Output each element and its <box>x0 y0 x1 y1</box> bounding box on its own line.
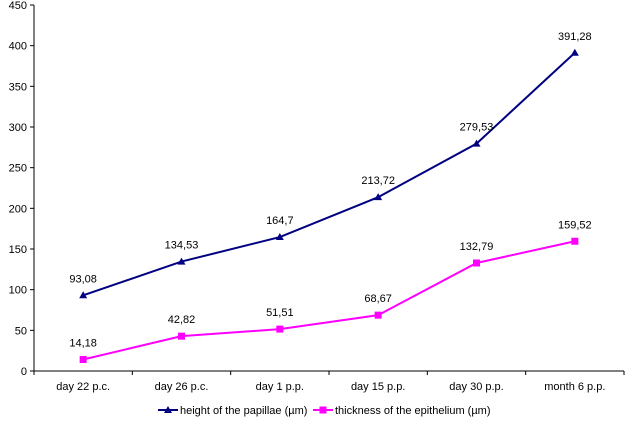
series-line <box>82 240 576 361</box>
data-label: 213,72 <box>361 175 395 187</box>
legend-label: height of the papillae (µm) <box>180 405 307 417</box>
data-point-triangle <box>570 48 579 56</box>
data-point-triangle <box>374 193 383 201</box>
data-point-square <box>79 355 87 363</box>
data-point-triangle <box>472 139 481 147</box>
legend-marker-square <box>319 406 327 414</box>
data-point-triangle <box>79 291 88 299</box>
x-ticks: day 22 p.c. day 26 p.c. day 1 p.p. day 15 p… <box>33 371 625 393</box>
y-tick-label: 100 <box>9 285 27 297</box>
data-label: 134,53 <box>165 240 199 252</box>
data-label: 68,67 <box>364 293 392 305</box>
y-ticks: 0 50 100 150 200 250 300 350 400 450 <box>9 0 34 378</box>
data-label: 42,82 <box>168 314 196 326</box>
y-tick-label: 250 <box>9 163 27 175</box>
data-label: 14,18 <box>69 337 97 349</box>
data-point-square <box>473 259 480 267</box>
data-point-square <box>374 311 382 319</box>
x-tick-label: day 26 p.c. <box>155 381 209 393</box>
y-tick-label: 400 <box>9 41 27 53</box>
data-label: 132,79 <box>460 241 494 253</box>
data-label: 164,7 <box>266 215 294 227</box>
x-tick-label: month 6 p.p. <box>544 381 605 393</box>
legend-label: thickness of the epithelium (µm) <box>335 405 491 417</box>
data-label: 51,51 <box>266 307 294 319</box>
x-tick-label: day 22 p.c. <box>56 381 110 393</box>
data-label: 159,52 <box>558 219 592 231</box>
x-tick-label: day 15 p.p. <box>351 381 405 393</box>
x-tick-label: day 1 p.p. <box>256 381 304 393</box>
series-layer: 93,08 134,53 164,7 213,72 279,53 391,28 14,18 4… <box>69 31 592 363</box>
data-point-square <box>178 332 185 340</box>
data-point-triangle <box>275 233 284 241</box>
data-point-triangle <box>177 257 186 265</box>
data-point-square <box>571 237 579 245</box>
data-label: 93,08 <box>69 273 97 285</box>
series-line <box>82 52 576 297</box>
y-tick-label: 50 <box>15 325 27 337</box>
data-label: 391,28 <box>558 31 592 43</box>
x-tick-label: day 30 p.p. <box>449 381 503 393</box>
y-tick-label: 350 <box>9 81 27 93</box>
y-tick-label: 200 <box>9 203 27 215</box>
data-point-square <box>276 325 284 333</box>
legend-marker-triangle <box>164 406 172 413</box>
data-label: 279,53 <box>460 122 494 134</box>
y-tick-label: 0 <box>21 366 27 378</box>
legend: height of the papillae (µm) thickness of … <box>158 405 491 417</box>
y-tick-label: 150 <box>9 244 27 256</box>
y-tick-label: 300 <box>9 122 27 134</box>
y-tick-label: 450 <box>9 0 27 12</box>
